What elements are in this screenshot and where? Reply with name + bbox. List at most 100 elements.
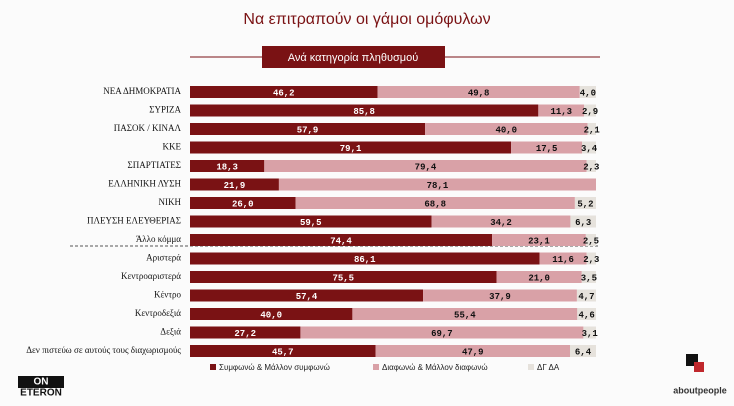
- value-label: 59,5: [300, 218, 322, 228]
- value-label: 86,1: [354, 255, 376, 265]
- value-label: 6,4: [575, 347, 592, 357]
- bar-segment: [576, 289, 596, 302]
- value-label: 49,8: [468, 88, 490, 98]
- legend-label: ΔΓ ΔΑ: [537, 363, 560, 372]
- category-label: ΣΥΡΙΖΑ: [149, 105, 181, 115]
- value-label: 74,4: [330, 236, 352, 246]
- value-label: 40,0: [495, 125, 517, 135]
- value-label: 17,5: [536, 144, 558, 154]
- logo-left-top: ON: [34, 377, 49, 388]
- value-label: 37,9: [489, 292, 511, 302]
- value-label: 57,9: [297, 125, 319, 135]
- category-label: ΝΙΚΗ: [159, 197, 182, 207]
- subtitle-box: [262, 46, 445, 68]
- bar-segment: [570, 215, 596, 228]
- legend-swatch: [528, 364, 534, 370]
- bar-segment: [586, 160, 596, 172]
- legend-label: Διαφωνώ & Μάλλον διαφωνώ: [382, 363, 488, 372]
- value-label: 2,1: [584, 125, 601, 135]
- value-label: 4,0: [580, 88, 596, 98]
- logo-left-bottom: ETERON: [20, 388, 62, 399]
- bar-segment: [190, 104, 539, 117]
- bar-segment: [425, 123, 588, 135]
- logo-right: aboutpeople: [673, 385, 727, 395]
- bar-segment: [300, 326, 584, 339]
- bar-segment: [574, 197, 596, 209]
- category-label: Κεντροδεξιά: [135, 308, 181, 318]
- value-label: 46,2: [273, 88, 295, 98]
- legend-swatch: [373, 364, 379, 370]
- category-label: ΕΛΛΗΝΙΚΗ ΛΥΣΗ: [108, 179, 181, 189]
- bar-segment: [190, 271, 497, 283]
- bar-segment: [587, 123, 596, 135]
- bar-segment: [496, 271, 582, 283]
- value-label: 68,8: [424, 199, 446, 209]
- value-label: 3,4: [581, 144, 598, 154]
- category-label: ΝΕΑ ΔΗΜΟΚΡΑΤΙΑ: [103, 86, 181, 96]
- value-label: 2,3: [583, 162, 599, 172]
- bar-segment: [190, 123, 426, 135]
- bar-segment: [352, 308, 578, 320]
- value-label: 11,6: [552, 255, 574, 265]
- bar-segment: [586, 252, 596, 265]
- value-label: 21,9: [224, 181, 246, 191]
- value-label: 3,5: [581, 273, 597, 283]
- category-label: ΣΠΑΡΤΙΑΤΕΣ: [128, 160, 181, 170]
- bar-segment: [190, 326, 301, 339]
- bar-segment: [431, 215, 571, 228]
- bar-segment: [538, 104, 585, 117]
- legend-swatch: [210, 364, 216, 370]
- category-label: Αριστερά: [146, 253, 181, 263]
- chart-title: Να επιτραπούν οι γάμοι ομόφυλων: [243, 11, 490, 28]
- bar-segment: [577, 308, 596, 320]
- bar-segment: [492, 234, 586, 246]
- value-label: 2,9: [582, 107, 598, 117]
- chart-subtitle: Ανά κατηγορία πληθυσμού: [288, 52, 419, 64]
- bar-segment: [190, 289, 424, 302]
- bar-segment: [190, 252, 540, 265]
- bar-segment: [582, 141, 596, 154]
- value-label: 11,3: [550, 107, 572, 117]
- bar-segment: [581, 271, 596, 283]
- value-label: 6,3: [575, 218, 591, 228]
- value-label: 23,1: [528, 236, 550, 246]
- bar-segment: [375, 345, 571, 357]
- value-label: 57,4: [296, 292, 318, 302]
- value-label: 78,1: [427, 181, 449, 191]
- logo-icon: [694, 362, 704, 372]
- category-label: Άλλο κόμμα: [136, 234, 181, 244]
- bar-segment: [423, 289, 577, 302]
- bar-segment: [190, 160, 265, 172]
- category-label: ΚΚΕ: [163, 142, 182, 152]
- bar-segment: [190, 178, 279, 191]
- value-label: 47,9: [462, 347, 484, 357]
- value-label: 85,8: [353, 107, 375, 117]
- value-label: 40,0: [260, 310, 282, 320]
- bar-segment: [190, 308, 353, 320]
- bar-segment: [190, 141, 512, 154]
- legend-label: Συμφωνώ & Μάλλον συμφωνώ: [219, 363, 330, 372]
- bar-segment: [190, 215, 432, 228]
- bar-segment: [585, 234, 596, 246]
- bar-segment: [583, 326, 596, 339]
- value-label: 2,3: [583, 255, 599, 265]
- category-label: ΠΑΣΟΚ / ΚΙΝΑΛ: [114, 123, 182, 133]
- value-label: 34,2: [490, 218, 512, 228]
- bar-segment: [278, 178, 596, 191]
- category-label: Δεν πιστεύω σε αυτούς τους διαχωρισμούς: [26, 345, 181, 355]
- bar-segment: [190, 345, 376, 357]
- logo-box: [18, 376, 64, 388]
- bar-segment: [264, 160, 587, 172]
- value-label: 26,0: [232, 199, 254, 209]
- value-label: 5,2: [577, 199, 593, 209]
- bar-segment: [377, 86, 580, 98]
- value-label: 4,6: [579, 310, 595, 320]
- bar-segment: [511, 141, 583, 154]
- category-label: Δεξιά: [160, 327, 181, 337]
- bar-segment: [570, 345, 596, 357]
- category-label: ΠΛΕΥΣΗ ΕΛΕΥΘΕΡΙΑΣ: [87, 216, 181, 226]
- value-label: 18,3: [216, 162, 238, 172]
- value-label: 69,7: [431, 329, 453, 339]
- bar-segment: [579, 86, 596, 98]
